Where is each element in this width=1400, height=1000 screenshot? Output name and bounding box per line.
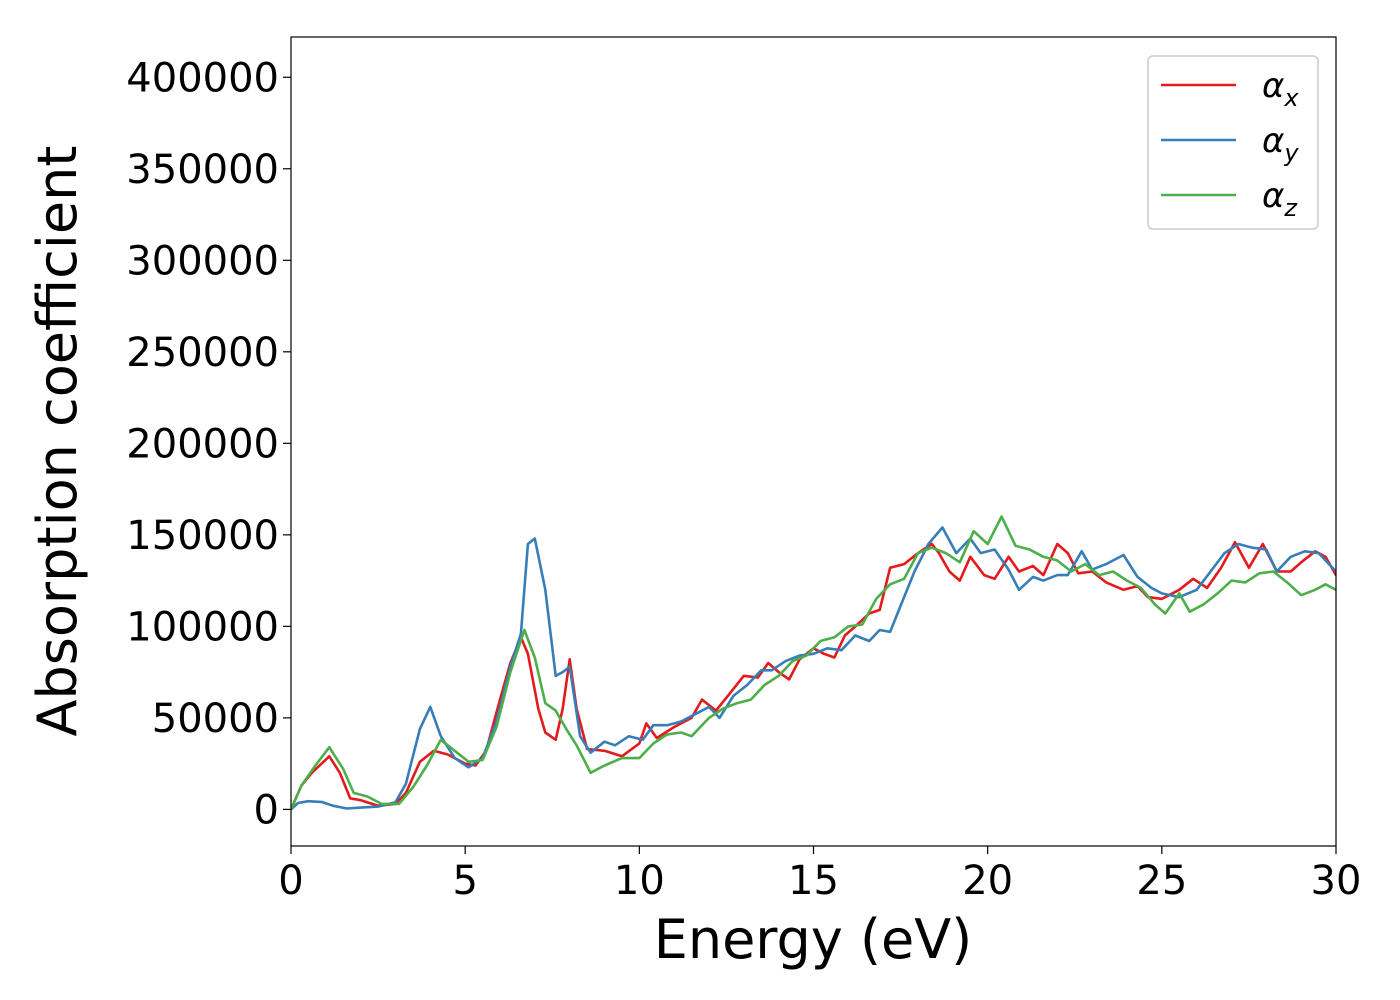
x-tick-label: 10 [614, 858, 665, 904]
x-tick-label: 5 [452, 858, 477, 904]
y-axis-title: Absorption coefficient [26, 146, 89, 737]
series-line-z [291, 515, 1336, 811]
legend-label-z: αz [1262, 176, 1298, 222]
y-tick-label: 150000 [126, 513, 279, 559]
legend-label-x: αx [1262, 66, 1299, 112]
x-tick-label: 20 [962, 858, 1013, 904]
y-tick-label: 350000 [126, 147, 279, 193]
y-tick-label: 50000 [152, 696, 279, 742]
y-tick-label: 300000 [126, 238, 279, 284]
y-tick-label: 200000 [126, 421, 279, 467]
axis-ticks: 0 5 10 15 20 25 30 0 50000 100000 150000 200000 2500… [126, 55, 1361, 904]
y-tick-label: 250000 [126, 330, 279, 376]
legend-box [1147, 55, 1319, 230]
y-tick-label: 100000 [126, 604, 279, 650]
x-tick-label: 30 [1311, 858, 1362, 904]
x-tick-label: 25 [1136, 858, 1187, 904]
legend: αx αy αz [1147, 55, 1319, 230]
series-lines [291, 515, 1336, 811]
y-tick-label: 400000 [126, 55, 279, 101]
series-line-y [291, 526, 1336, 811]
x-tick-label: 15 [788, 858, 839, 904]
series-line-x [291, 540, 1336, 811]
y-tick-label: 0 [254, 787, 279, 833]
x-axis-title: Energy (eV) [654, 908, 973, 971]
legend-label-y: αy [1262, 121, 1299, 167]
x-tick-label: 0 [278, 858, 303, 904]
